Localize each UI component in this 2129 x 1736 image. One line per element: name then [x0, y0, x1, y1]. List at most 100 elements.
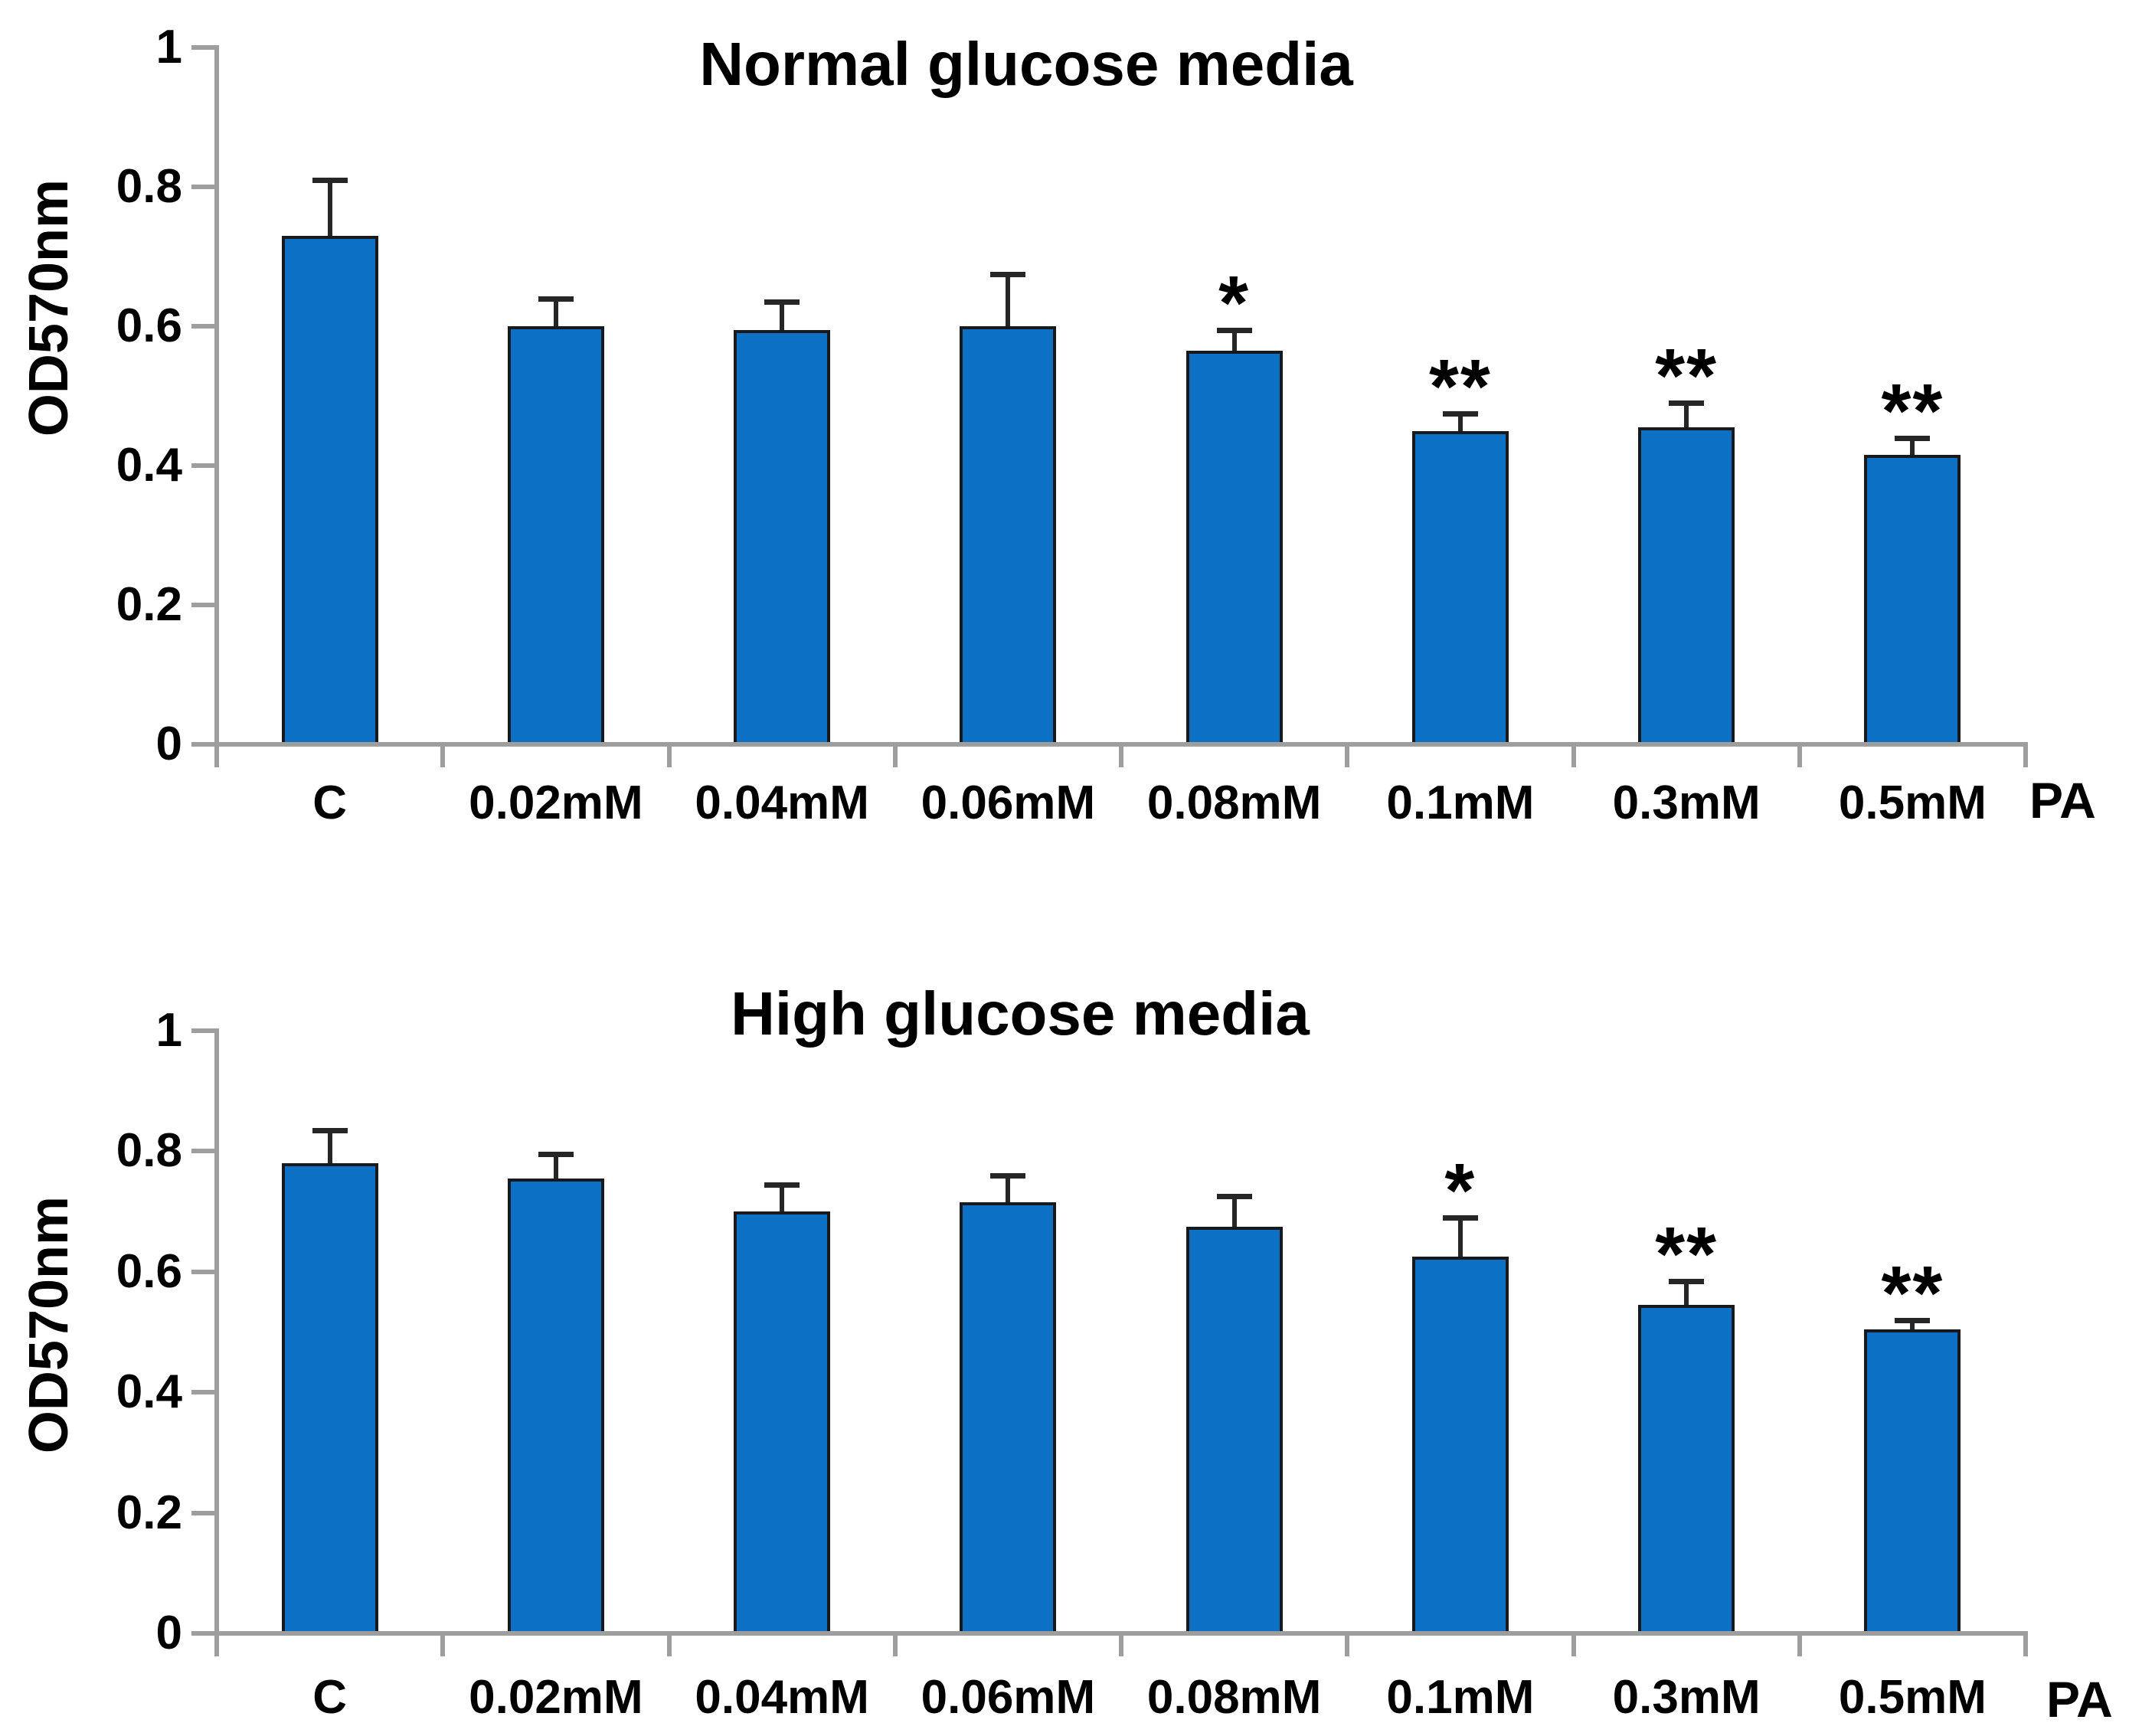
error-bar-cap — [312, 177, 348, 183]
error-bar-cap — [764, 1182, 800, 1188]
error-bar-line — [1231, 329, 1237, 351]
chart-title: Normal glucose media — [699, 30, 1353, 98]
x-tick-label: 0.1mM — [1386, 1671, 1535, 1724]
bar — [1864, 455, 1961, 746]
y-tick-label: 0.8 — [116, 1124, 182, 1178]
x-boundary-tick — [2023, 1631, 2028, 1656]
x-tick-label: 0.02mM — [469, 1671, 643, 1724]
bar — [960, 326, 1057, 746]
y-tick — [191, 1149, 214, 1154]
error-bar-line — [553, 1154, 558, 1179]
y-tick-label: 0.6 — [116, 299, 182, 352]
y-tick-label: 0.2 — [116, 1486, 182, 1539]
x-boundary-tick — [666, 742, 672, 767]
x-boundary-tick — [440, 742, 446, 767]
error-bar-line — [780, 302, 785, 330]
x-tick-label: 0.08mM — [1146, 776, 1322, 829]
error-bar-line — [1910, 437, 1915, 456]
error-bar-line — [780, 1184, 785, 1212]
x-tick-label: 0.06mM — [921, 1671, 1096, 1724]
x-boundary-tick — [214, 1631, 219, 1656]
y-tick-label: 0.8 — [116, 160, 182, 213]
y-tick — [191, 1028, 214, 1033]
x-boundary-tick — [1119, 1631, 1123, 1656]
y-tick — [191, 603, 214, 607]
x-boundary-tick — [892, 1631, 898, 1656]
x-axis-unit-label: PA — [2046, 1671, 2113, 1728]
bar — [1864, 1329, 1961, 1635]
bar — [734, 329, 831, 746]
error-bar-cap — [764, 299, 800, 306]
x-boundary-tick — [666, 1631, 672, 1656]
error-bar-cap — [1895, 435, 1931, 441]
y-tick — [191, 1510, 214, 1515]
y-tick — [191, 324, 214, 329]
x-tick-label: 0.5mM — [1838, 1671, 1987, 1724]
x-boundary-tick — [1571, 1631, 1576, 1656]
y-tick — [191, 1631, 214, 1636]
bar — [1411, 1257, 1509, 1635]
error-bar-line — [1684, 403, 1689, 427]
x-boundary-tick — [1797, 742, 1802, 767]
x-boundary-tick — [1345, 742, 1350, 767]
y-tick — [191, 185, 214, 189]
y-tick-label: 0.4 — [116, 439, 182, 492]
bar — [507, 1178, 604, 1635]
x-tick-label: 0.1mM — [1386, 776, 1535, 829]
error-bar-line — [1457, 1217, 1463, 1257]
bar — [1638, 1305, 1735, 1635]
y-tick-label: 1 — [155, 21, 182, 74]
x-tick-label: 0.04mM — [695, 776, 869, 829]
error-bar-line — [553, 298, 558, 326]
error-bar-line — [1006, 1175, 1011, 1203]
y-tick-label: 0.6 — [116, 1244, 182, 1298]
x-tick-label: 0.06mM — [921, 776, 1096, 829]
significance-marker: ** — [1655, 333, 1719, 420]
bar — [734, 1211, 831, 1635]
y-tick-label: 0.2 — [116, 578, 182, 631]
x-boundary-tick — [1571, 742, 1576, 767]
bar — [1411, 430, 1509, 746]
error-bar-line — [1684, 1280, 1689, 1306]
x-tick-label: C — [312, 1671, 348, 1724]
y-tick-label: 0.4 — [116, 1365, 182, 1419]
error-bar-line — [327, 179, 332, 236]
error-bar-cap — [312, 1127, 348, 1133]
x-boundary-tick — [1797, 1631, 1802, 1656]
significance-marker: * — [1218, 260, 1251, 346]
error-bar-cap — [538, 1152, 574, 1158]
y-tick — [191, 1390, 214, 1395]
bar — [281, 235, 378, 746]
significance-marker: ** — [1881, 1250, 1944, 1336]
x-boundary-tick — [1119, 742, 1123, 767]
x-axis-unit-label: PA — [2029, 772, 2096, 829]
error-bar-cap — [990, 1172, 1026, 1179]
error-bar-cap — [538, 296, 574, 302]
significance-marker: ** — [1428, 343, 1492, 430]
chart-title: High glucose media — [731, 979, 1310, 1048]
x-tick-label: 0.08mM — [1146, 1671, 1322, 1724]
x-tick-label: C — [312, 776, 348, 829]
error-bar-line — [1006, 273, 1011, 326]
x-boundary-tick — [440, 1631, 446, 1656]
y-tick — [191, 45, 214, 50]
error-bar-cap — [1442, 1215, 1478, 1221]
significance-marker: ** — [1655, 1211, 1719, 1297]
x-tick-label: 0.3mM — [1612, 1671, 1761, 1724]
y-tick-label: 0 — [155, 718, 182, 770]
bar — [507, 326, 604, 746]
x-boundary-tick — [214, 742, 219, 767]
x-tick-label: 0.3mM — [1612, 776, 1761, 829]
bar — [1638, 427, 1735, 746]
bar — [1186, 350, 1283, 746]
bar — [960, 1202, 1057, 1635]
x-tick-label: 0.02mM — [469, 776, 643, 829]
error-bar-cap — [1669, 1278, 1705, 1284]
x-boundary-tick — [1345, 1631, 1350, 1656]
y-axis-line — [214, 45, 219, 747]
y-tick — [191, 1269, 214, 1274]
y-tick-label: 0 — [155, 1607, 182, 1659]
bar — [1186, 1226, 1283, 1635]
